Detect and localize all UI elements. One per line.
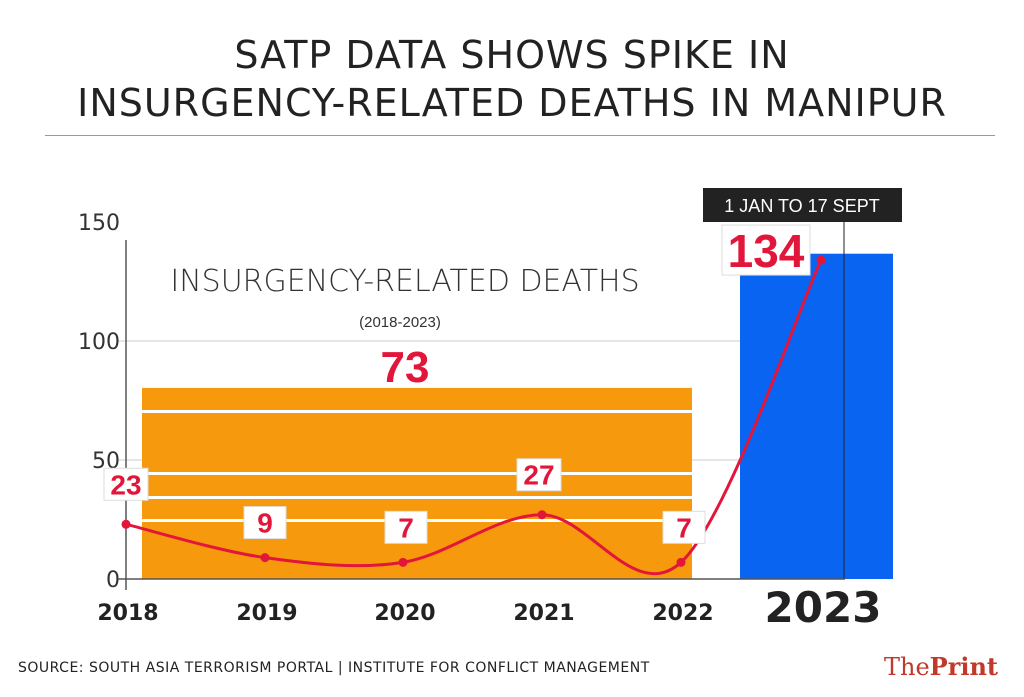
y-tick-label: 0 [106,568,120,593]
x-tick-label: 2021 [513,601,574,626]
x-tick-label: 2023 [765,583,882,632]
data-point [676,557,686,567]
data-label-box [103,467,149,501]
x-tick-label: 2018 [97,601,158,626]
data-label: 134 [728,225,805,277]
x-tick-label: 2020 [374,601,435,626]
logo-the: The [884,653,930,681]
data-point [537,510,547,520]
band-stripe [142,410,692,413]
data-point [816,255,826,265]
band-stripe [142,496,692,499]
data-label-box [721,224,811,276]
chart-subtitle: (2018-2023) [359,314,441,331]
data-label-box [662,510,706,544]
period-note-box [703,188,902,222]
data-point [398,557,408,567]
y-tick-label: 100 [78,330,120,355]
data-label: 7 [676,512,692,543]
title-divider [45,135,995,136]
data-label: 7 [398,512,414,543]
logo-print: Print [929,652,999,681]
band-2023 [740,253,893,579]
data-label: 9 [257,508,273,539]
total-2018-2022-label: 73 [381,343,430,392]
data-point [260,553,270,563]
x-tick-label: 2019 [236,601,297,626]
data-point [121,519,131,529]
y-tick-label: 150 [78,211,120,236]
title-line-1: SATP DATA SHOWS SPIKE IN [234,33,790,77]
data-label-box [384,510,428,544]
chart-title: INSURGENCY-RELATED DEATHS [170,264,639,299]
x-tick-label: 2022 [652,601,713,626]
data-label-box [243,506,287,540]
data-label-box [516,458,562,492]
title-line-2: INSURGENCY-RELATED DEATHS IN MANIPUR [77,81,947,125]
period-note: 1 JAN TO 17 SEPT [724,196,879,216]
theprint-logo: ThePrint [884,652,998,681]
band-stripe [142,472,692,475]
data-label: 23 [110,469,141,500]
data-label: 27 [523,460,554,491]
source-note: SOURCE: SOUTH ASIA TERRORISM PORTAL | IN… [18,660,650,676]
